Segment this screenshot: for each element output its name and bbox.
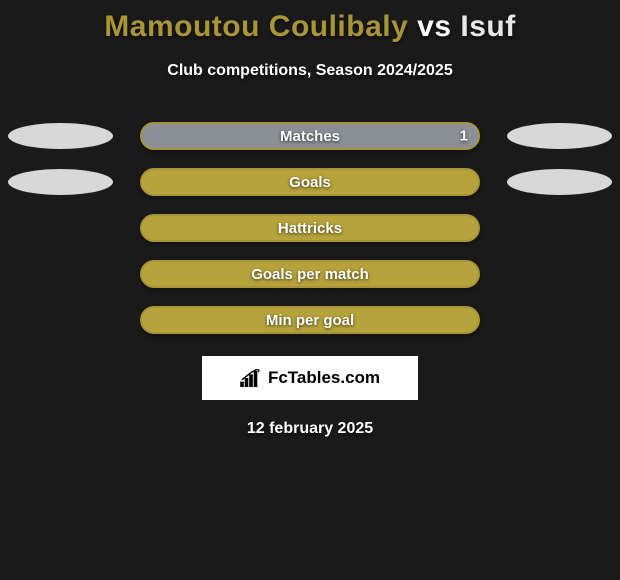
chart-icon — [240, 369, 262, 387]
player2-ellipse — [507, 169, 612, 195]
stat-label: Hattricks — [278, 220, 342, 237]
player1-ellipse — [8, 123, 113, 149]
stat-row: Hattricks — [0, 214, 620, 242]
branding-text: FcTables.com — [268, 368, 380, 388]
page-title: Mamoutou Coulibaly vs Isuf — [0, 0, 620, 44]
player1-ellipse — [8, 169, 113, 195]
player2-name: Isuf — [460, 10, 515, 43]
vs-text: vs — [417, 10, 451, 43]
stat-row: Goals — [0, 168, 620, 196]
stat-bar: Min per goal — [140, 306, 480, 334]
stat-label: Min per goal — [266, 312, 354, 329]
player1-name: Mamoutou Coulibaly — [104, 10, 408, 43]
branding-box: FcTables.com — [202, 356, 418, 400]
stat-rows: Matches 1 Goals Hattricks Goals per match Min… — [0, 122, 620, 334]
stat-row: Goals per match — [0, 260, 620, 288]
stat-bar: Goals per match — [140, 260, 480, 288]
subtitle: Club competitions, Season 2024/2025 — [0, 62, 620, 80]
comparison-widget: Mamoutou Coulibaly vs Isuf Club competit… — [0, 0, 620, 580]
stat-bar: Matches 1 — [140, 122, 480, 150]
stat-bar: Goals — [140, 168, 480, 196]
date-text: 12 february 2025 — [0, 420, 620, 438]
stat-row: Matches 1 — [0, 122, 620, 150]
stat-row: Min per goal — [0, 306, 620, 334]
stat-value-right: 1 — [460, 128, 468, 145]
player2-ellipse — [507, 123, 612, 149]
stat-bar: Hattricks — [140, 214, 480, 242]
stat-label: Matches — [280, 128, 340, 145]
stat-label: Goals per match — [251, 266, 369, 283]
stat-label: Goals — [289, 174, 331, 191]
